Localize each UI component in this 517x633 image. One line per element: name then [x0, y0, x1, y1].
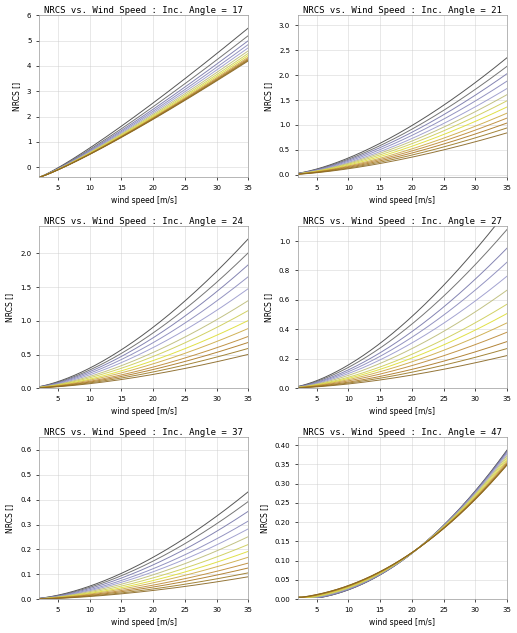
Y-axis label: NRCS []: NRCS [] [12, 82, 21, 111]
Title: NRCS vs. Wind Speed : Inc. Angle = 24: NRCS vs. Wind Speed : Inc. Angle = 24 [44, 216, 243, 225]
X-axis label: wind speed [m/s]: wind speed [m/s] [369, 196, 435, 206]
X-axis label: wind speed [m/s]: wind speed [m/s] [111, 408, 177, 417]
Title: NRCS vs. Wind Speed : Inc. Angle = 17: NRCS vs. Wind Speed : Inc. Angle = 17 [44, 6, 243, 15]
X-axis label: wind speed [m/s]: wind speed [m/s] [111, 196, 177, 206]
Title: NRCS vs. Wind Speed : Inc. Angle = 47: NRCS vs. Wind Speed : Inc. Angle = 47 [303, 427, 502, 437]
X-axis label: wind speed [m/s]: wind speed [m/s] [369, 618, 435, 627]
Title: NRCS vs. Wind Speed : Inc. Angle = 37: NRCS vs. Wind Speed : Inc. Angle = 37 [44, 427, 243, 437]
Y-axis label: NRCS []: NRCS [] [264, 82, 273, 111]
X-axis label: wind speed [m/s]: wind speed [m/s] [111, 618, 177, 627]
X-axis label: wind speed [m/s]: wind speed [m/s] [369, 408, 435, 417]
Y-axis label: NRCS []: NRCS [] [6, 504, 14, 533]
Y-axis label: NRCS []: NRCS [] [260, 504, 269, 533]
Y-axis label: NRCS []: NRCS [] [264, 292, 273, 322]
Y-axis label: NRCS []: NRCS [] [6, 292, 14, 322]
Title: NRCS vs. Wind Speed : Inc. Angle = 21: NRCS vs. Wind Speed : Inc. Angle = 21 [303, 6, 502, 15]
Title: NRCS vs. Wind Speed : Inc. Angle = 27: NRCS vs. Wind Speed : Inc. Angle = 27 [303, 216, 502, 225]
